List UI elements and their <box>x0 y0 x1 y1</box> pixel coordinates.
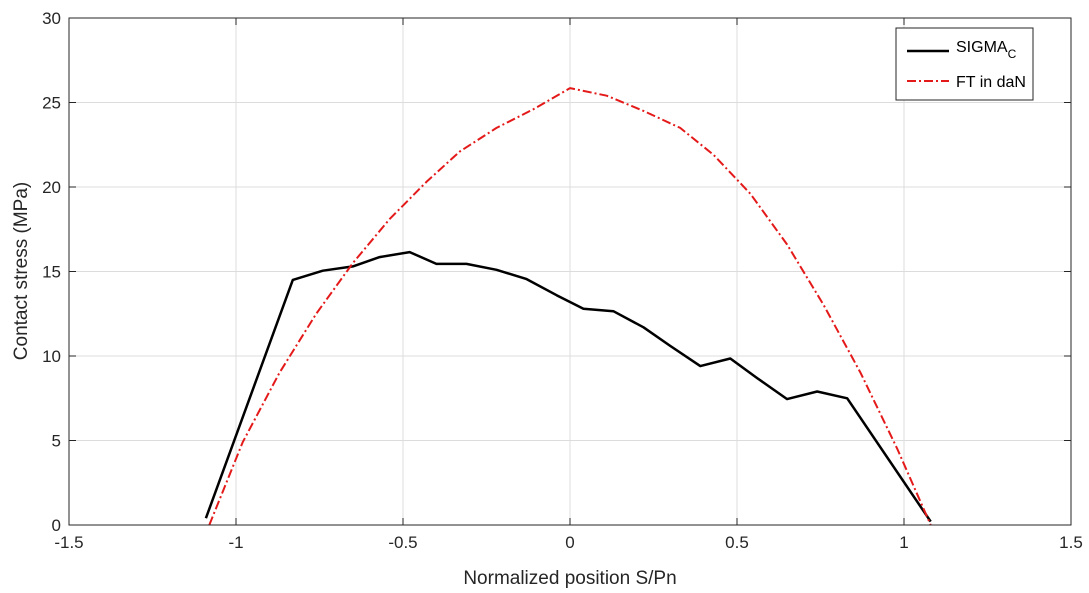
x-tick-label: -1.5 <box>54 533 83 552</box>
y-tick-label: 30 <box>42 9 61 28</box>
y-tick-label: 25 <box>42 94 61 113</box>
legend: SIGMAC FT in daN <box>895 27 1034 101</box>
series-sigma-line <box>204 250 932 523</box>
x-axis-label: Normalized position S/Pn <box>463 568 676 589</box>
legend-box <box>895 27 1034 101</box>
y-tick-labels: 0 5 10 15 20 25 30 <box>42 9 61 535</box>
y-tick-label: 10 <box>42 347 61 366</box>
x-tick-label: 1.5 <box>1059 533 1083 552</box>
x-tick-labels: -1.5 -1 -0.5 0 0.5 1 1.5 <box>54 533 1082 552</box>
series-layer <box>204 87 932 526</box>
y-tick-label: 5 <box>52 432 61 451</box>
x-tick-label: -0.5 <box>388 533 417 552</box>
x-tick-label: -1 <box>228 533 243 552</box>
legend-label-ft: FT in daN <box>956 74 1026 91</box>
x-tick-label: 0 <box>565 533 574 552</box>
y-axis-label: Contact stress (MPa) <box>11 182 32 360</box>
legend-label-sigma: SIGMAC <box>956 39 1017 61</box>
y-tick-label: 15 <box>42 263 61 282</box>
x-tick-label: 0.5 <box>725 533 749 552</box>
plot-frame <box>68 17 1072 526</box>
y-tick-label: 20 <box>42 178 61 197</box>
y-tick-label: 0 <box>52 516 61 535</box>
x-tick-label: 1 <box>899 533 908 552</box>
series-ft-line <box>208 87 932 526</box>
